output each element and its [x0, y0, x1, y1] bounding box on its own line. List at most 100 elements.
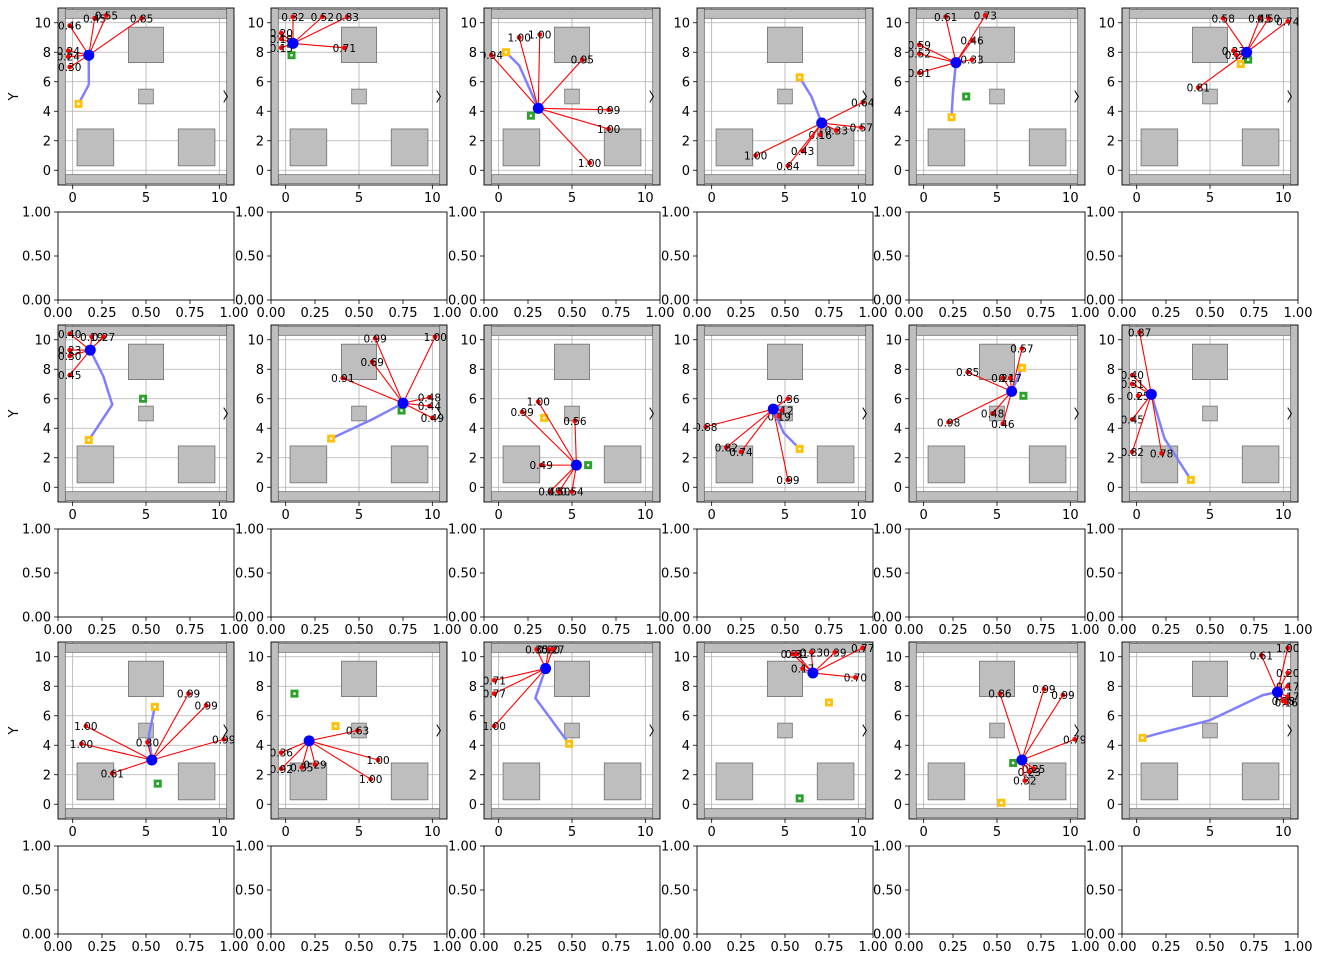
y-tick-label: 8 [256, 680, 264, 695]
x-tick-label: 0.50 [345, 306, 374, 321]
obstacle [715, 762, 754, 801]
sensor-ray [1011, 348, 1023, 392]
ray-value-label: 0.33 [825, 125, 848, 137]
start-marker-center [1000, 801, 1003, 804]
obstacle [1028, 445, 1067, 484]
y-tick-label: 0.00 [22, 611, 51, 626]
x-tick-label: 10 [850, 191, 867, 206]
exit-marker [223, 90, 228, 103]
plot-content: 0.61 0.73 0.46 0.590.52 0.33 0.91 [908, 8, 1085, 185]
x-tick-label: 0.25 [88, 940, 117, 955]
x-tick-label: 10 [1062, 191, 1079, 206]
y-tick-label: 0.00 [661, 294, 690, 309]
x-tick-label: 0.50 [558, 940, 587, 955]
obstacle [490, 808, 654, 818]
exit-marker [1074, 90, 1079, 103]
map-panel-18: 1.000.610.200.170.170.180.16 0 5 10 0 2 4 6 8 10 [1098, 641, 1299, 840]
obstacle [703, 326, 867, 336]
y-tick-label: 10 [247, 16, 264, 31]
obstacle [271, 325, 279, 502]
empty-panel-13: 0.00 0.25 0.50 0.75 1.00 0.00 0.50 1.00 [22, 840, 248, 956]
start-marker-center [827, 701, 831, 704]
x-tick-label: 0.75 [176, 940, 205, 955]
x-tick-label: 0.50 [345, 940, 374, 955]
x-tick-label: 10 [424, 191, 441, 206]
ray-value-label: 0.99 [363, 333, 386, 345]
y-tick-label: 8 [682, 46, 690, 61]
ray-value-label: 0.21 [991, 373, 1014, 385]
y-tick-label: 4 [1107, 422, 1115, 437]
sensor-ray [494, 668, 546, 695]
sensor-ray [309, 729, 358, 742]
start-marker-center [1189, 478, 1193, 482]
x-tick-label: 0.75 [1240, 623, 1269, 638]
plot-content: 0.350.200.27 0.71 0.77 1.00 [483, 642, 660, 819]
ray-value-label: 0.64 [851, 97, 875, 109]
ray-value-label: 0.92 [270, 764, 293, 776]
ray-endpoint [1072, 736, 1078, 742]
ray-endpoint [800, 666, 805, 671]
axes-frame [57, 211, 235, 301]
x-tick-label: 0.75 [602, 623, 631, 638]
sensor-ray [537, 401, 577, 466]
goal-marker-center [1022, 394, 1025, 397]
x-tick-label: 0.00 [1108, 940, 1137, 955]
y-tick-label: 2 [469, 768, 477, 783]
y-tick-label: 0.00 [1086, 611, 1115, 626]
y-tick-label: 0 [43, 798, 51, 813]
x-tick-label: 1.00 [220, 623, 249, 638]
robot-marker [1241, 46, 1253, 58]
sensor-ray [308, 740, 372, 780]
y-tick-label: 0 [256, 798, 264, 813]
y-tick-label: 1.00 [661, 206, 690, 221]
x-tick-label: 0.25 [88, 623, 117, 638]
ray-endpoint [372, 335, 378, 341]
y-tick-label: 10 [673, 333, 690, 348]
y-tick-label: 10 [247, 650, 264, 665]
ray-endpoint [1285, 694, 1291, 699]
ray-endpoint [800, 148, 805, 154]
ray-value-label: 0.81 [1187, 83, 1210, 95]
x-tick-label: 1.00 [859, 306, 888, 321]
plot-content: 0.990.990.860.790.250.230.32 [909, 642, 1085, 819]
x-tick-label: 0.25 [939, 306, 968, 321]
obstacle [1192, 26, 1229, 63]
obstacle [816, 762, 855, 801]
ray-value-label: 0.35 [290, 762, 313, 774]
empty-panel-18: 0.00 0.25 0.50 0.75 1.00 0.00 0.50 1.00 [1086, 840, 1312, 956]
ray-value-label: 0.58 [1212, 13, 1235, 25]
obstacle [767, 343, 804, 380]
ray-value-label: 0.91 [908, 68, 931, 80]
obstacle [927, 128, 966, 167]
ray-endpoint [203, 703, 209, 708]
x-tick-label: 10 [211, 825, 228, 840]
y-tick-label: 8 [1107, 680, 1115, 695]
y-tick-label: 4 [894, 105, 902, 120]
ray-value-label: 0.77 [483, 689, 506, 701]
sensor-ray [948, 390, 1012, 423]
start-marker-center [153, 705, 156, 709]
empty-panel-7: 0.00 0.25 0.50 0.75 1.00 0.00 0.50 1.00 [22, 523, 248, 639]
ray-value-label: 1.00 [744, 151, 767, 163]
x-tick-label: 0.25 [514, 940, 543, 955]
ray-endpoint [1019, 346, 1025, 351]
obstacle [1128, 808, 1292, 818]
x-tick-label: 1.00 [1071, 306, 1100, 321]
x-tick-label: 0 [920, 508, 928, 523]
ray-value-label: 0.87 [1128, 327, 1151, 339]
obstacle [865, 8, 873, 185]
x-tick-label: 0.50 [1196, 306, 1225, 321]
ray-value-label: 0.99 [510, 407, 533, 419]
ray-value-label: 0.46 [991, 419, 1015, 431]
x-tick-label: 0.00 [44, 623, 73, 638]
x-tick-label: 0.00 [470, 306, 499, 321]
obstacle [58, 325, 66, 502]
ray-endpoint [432, 334, 438, 340]
ray-value-label: 0.36 [270, 748, 294, 760]
y-tick-label: 4 [469, 739, 477, 754]
sensor-ray [821, 122, 862, 129]
x-tick-label: 5 [1206, 825, 1214, 840]
